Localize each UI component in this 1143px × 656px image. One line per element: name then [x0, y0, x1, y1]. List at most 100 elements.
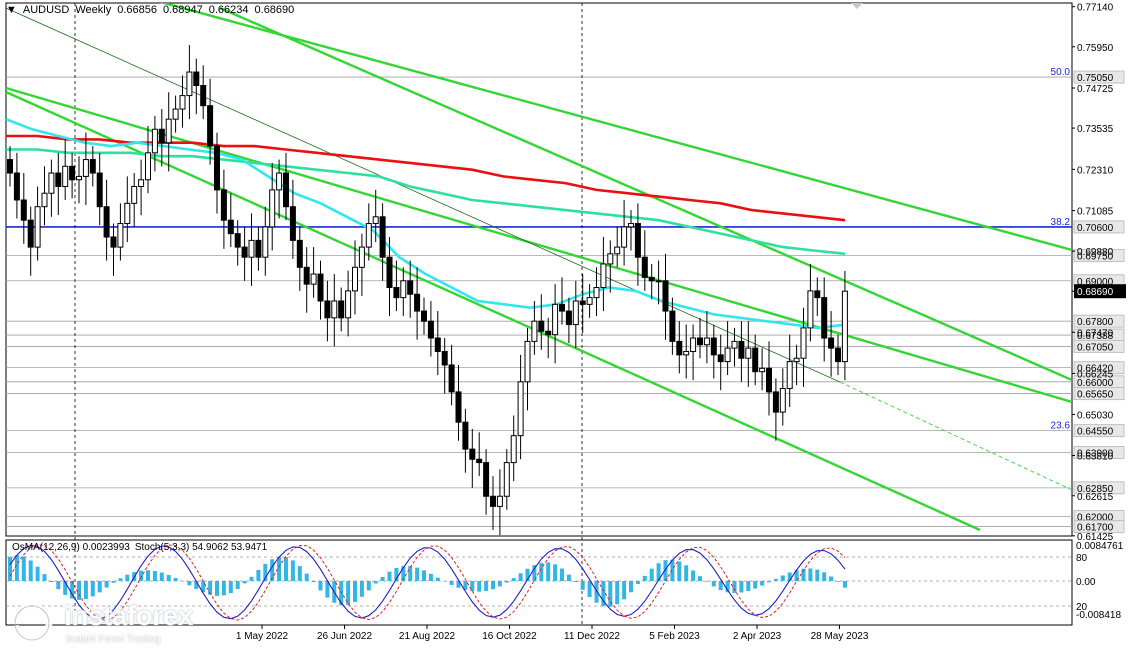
osma-bar-40 — [284, 557, 288, 581]
candle-body-108 — [752, 347, 759, 373]
channel-line-1 — [159, 3, 1072, 252]
candle-body-9 — [69, 165, 76, 181]
candle-body-66 — [462, 421, 469, 450]
osma-bar-85 — [594, 581, 599, 603]
channel-mid-line — [6, 7, 841, 383]
candle-body-90 — [628, 223, 634, 228]
osma-bar-9 — [70, 581, 75, 599]
osma-bar-118 — [822, 572, 827, 581]
candle-body-53 — [372, 216, 379, 225]
candle-body-44 — [310, 273, 317, 285]
osma-bar-17 — [125, 574, 130, 581]
osma-bar-30 — [215, 581, 219, 596]
candle-body-29 — [207, 105, 214, 147]
osma-bar-73 — [511, 578, 516, 581]
chart-header: ▼ AUDUSD Weekly 0.66856 0.68947 0.66234 0.6869… — [6, 4, 300, 16]
oscillator-axis: 0.0084761 0.00 -0.008418 80 20 — [1076, 541, 1124, 621]
osma-bar-53 — [373, 581, 378, 584]
osma-bar-49 — [346, 581, 351, 605]
candle-body-78 — [545, 330, 552, 336]
x-tick-label-2: 21 Aug 2022 — [399, 631, 456, 642]
candle-body-26 — [186, 71, 193, 97]
instaforex-logo: instaforex Instant Forex Trading — [8, 600, 228, 646]
candle-body-4 — [34, 206, 41, 248]
candle-body-117 — [814, 290, 821, 299]
candle-body-3 — [27, 219, 34, 248]
current-price-box — [1074, 284, 1126, 299]
level-label-8: 0.66000 — [1077, 378, 1114, 389]
candle-body-119 — [828, 337, 835, 349]
osma-bar-74 — [518, 573, 523, 581]
oscillator-pane — [5, 539, 1073, 626]
candle-body-21 — [151, 128, 158, 154]
osma-bar-106 — [739, 581, 744, 593]
y-tick-label-1: 0.75950 — [1077, 43, 1114, 54]
chart-shift-icon[interactable] — [851, 3, 863, 9]
level-label-box-10 — [1073, 424, 1125, 438]
osma-bar-100 — [698, 576, 702, 581]
candle-body-60 — [421, 310, 427, 322]
fib-label-10: 23.6 — [1051, 421, 1071, 432]
osma-bar-22 — [159, 572, 164, 581]
candle-body-91 — [634, 223, 641, 258]
osma-bar-5 — [42, 574, 47, 581]
level-label-box-14 — [1073, 520, 1125, 534]
osma-bar-115 — [801, 568, 806, 581]
candle-body-27 — [193, 71, 200, 86]
candle-body-32 — [227, 219, 234, 235]
candle-body-114 — [793, 357, 800, 363]
candle-body-69 — [483, 462, 490, 497]
candle-body-30 — [214, 145, 220, 191]
osma-bar-94 — [656, 563, 661, 581]
candle-body-31 — [220, 189, 227, 221]
fib-label-0: 50.0 — [1051, 67, 1071, 78]
level-label-0: 0.75050 — [1077, 73, 1114, 84]
osma-bar-97 — [677, 561, 682, 581]
level-label-box-0 — [1073, 70, 1125, 84]
candle-body-7 — [55, 172, 62, 188]
osma-bar-79 — [553, 564, 558, 581]
osma-bar-12 — [90, 581, 95, 597]
candle-body-12 — [89, 159, 96, 174]
osma-bar-51 — [359, 581, 364, 597]
osma-bar-93 — [649, 568, 654, 581]
dropdown-triangle-icon[interactable]: ▼ — [6, 4, 17, 16]
osma-bar-62 — [435, 577, 440, 581]
osma-bar-89 — [622, 581, 627, 600]
level-label-2: 0.69750 — [1077, 252, 1114, 263]
candle-body-18 — [131, 186, 138, 204]
candle-body-47 — [331, 300, 338, 319]
osma-bar-110 — [767, 581, 771, 583]
candle-body-39 — [276, 172, 283, 191]
osma-bar-14 — [104, 581, 109, 588]
osma-bar-120 — [836, 581, 840, 582]
candle-body-13 — [96, 172, 103, 208]
x-tick-label-4: 11 Dec 2022 — [564, 631, 620, 642]
y-tick-label-3: 0.73535 — [1077, 124, 1114, 135]
time-axis: 1 May 2022 26 Jun 2022 21 Aug 2022 16 Oct 2… — [236, 625, 869, 642]
osma-bar-11 — [83, 581, 88, 600]
candle-body-111 — [772, 391, 779, 413]
level-label-11: 0.63900 — [1077, 448, 1114, 459]
candle-body-98 — [683, 350, 690, 356]
osma-bar-66 — [463, 581, 468, 590]
candle-body-38 — [269, 189, 276, 228]
osma-bar-83 — [580, 581, 585, 590]
candle-body-71 — [496, 495, 503, 507]
y-tick-label-5: 0.71085 — [1077, 207, 1114, 218]
candle-body-34 — [241, 246, 248, 258]
candle-body-118 — [821, 297, 828, 339]
candle-body-48 — [338, 300, 345, 319]
y-tick-label-0: 0.77140 — [1077, 3, 1114, 14]
logo-tagline: Instant Forex Trading — [66, 634, 161, 645]
candle-body-37 — [262, 226, 269, 258]
osma-bar-82 — [573, 581, 578, 582]
osma-bar-34 — [242, 581, 247, 584]
candle-body-6 — [48, 172, 55, 194]
osma-bar-114 — [794, 570, 799, 581]
candle-body-42 — [296, 239, 303, 268]
candle-body-22 — [158, 128, 165, 144]
osma-bar-70 — [491, 581, 495, 590]
candle-body-56 — [393, 287, 400, 299]
